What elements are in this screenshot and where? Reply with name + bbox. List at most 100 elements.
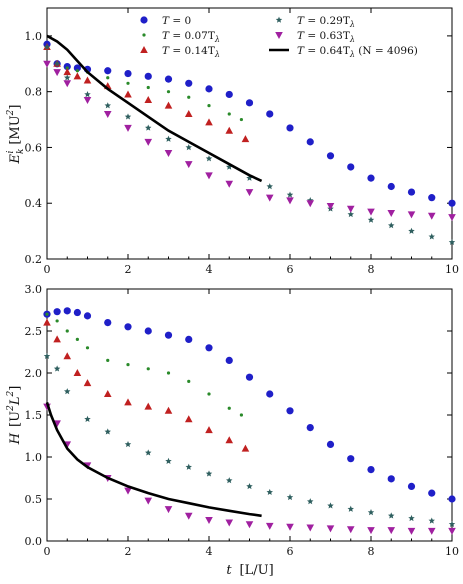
energy-data-point xyxy=(367,174,375,182)
energy-axis-ticks: 0 2 4 6 8 10 0.2 0.4 0.6 0.8 1.0 xyxy=(25,8,459,276)
helicity-data-point xyxy=(367,509,375,516)
energy-data-point xyxy=(63,80,72,88)
energy-data-point xyxy=(144,138,153,146)
helicity-data-point xyxy=(55,319,59,323)
legend-label: T = 0.63Tλ xyxy=(297,30,355,44)
energy-data-point xyxy=(126,81,130,85)
helicity-data-point xyxy=(407,527,416,535)
helicity-data-point xyxy=(165,457,172,464)
energy-data-point xyxy=(408,227,415,234)
energy-data-point xyxy=(448,214,456,222)
helicity-data-point xyxy=(75,337,79,341)
helicity-y-tick-label: 2.5 xyxy=(25,325,43,338)
legend-item-s5: T = 0.64Tλ (N = 4096) xyxy=(269,45,418,59)
helicity-data-point xyxy=(85,346,90,350)
helicity-series xyxy=(43,307,456,535)
helicity-data-point xyxy=(387,475,395,483)
energy-data-point xyxy=(367,216,375,223)
helicity-data-point xyxy=(205,426,213,434)
helicity-data-point xyxy=(63,307,71,315)
helicity-data-point xyxy=(346,526,355,534)
energy-data-point xyxy=(428,233,435,240)
energy-data-point xyxy=(75,69,79,73)
helicity-plot-area xyxy=(46,288,453,542)
helicity-x-tick-label: 10 xyxy=(445,545,459,558)
legend-item-s2: T = 0.14Tλ xyxy=(140,45,220,59)
energy-data-point xyxy=(185,79,193,87)
helicity-y-tick-label: 1.5 xyxy=(25,409,43,422)
helicity-data-point xyxy=(448,495,456,503)
energy-data-point xyxy=(65,66,69,70)
helicity-data-point xyxy=(367,527,375,535)
energy-data-point xyxy=(124,113,132,120)
energy-data-point xyxy=(367,208,375,216)
helicity-data-point xyxy=(225,519,234,527)
time-x-axis-label: t [L/U] xyxy=(226,563,273,578)
helicity-data-point xyxy=(106,358,110,362)
helicity-data-point xyxy=(408,514,415,522)
energy-panel: 0 2 4 6 8 100.20.40.60.81.0 T = 0T = 0.07TλT … xyxy=(6,7,459,276)
energy-x-tick-label: 6 xyxy=(287,263,294,276)
helicity-data-point xyxy=(146,367,150,371)
legend-item-s3: T = 0.29Tλ xyxy=(275,15,355,29)
helicity-data-point xyxy=(428,489,436,497)
energy-series-5 xyxy=(46,34,263,183)
energy-data-point xyxy=(205,118,213,126)
helicity-y-axis-label: H[U2L2] xyxy=(6,386,23,446)
helicity-x-tick-label: 0 xyxy=(44,545,51,558)
helicity-data-point xyxy=(43,318,51,326)
helicity-series-2 xyxy=(43,318,250,452)
helicity-data-point xyxy=(225,436,234,444)
energy-data-point xyxy=(428,194,436,202)
helicity-data-point xyxy=(367,466,375,474)
energy-data-point xyxy=(144,72,152,80)
helicity-data-point xyxy=(448,520,456,527)
helicity-data-point xyxy=(184,512,193,520)
helicity-data-point xyxy=(104,319,112,327)
energy-data-point xyxy=(73,72,82,80)
energy-data-point xyxy=(448,238,456,246)
energy-data-point xyxy=(226,163,233,170)
helicity-data-point xyxy=(266,488,273,496)
helicity-data-point xyxy=(166,371,171,375)
energy-data-point xyxy=(225,180,234,188)
helicity-y-tick-label: 0.5 xyxy=(25,493,43,506)
energy-data-point xyxy=(104,102,111,109)
energy-data-point xyxy=(106,76,110,80)
helicity-y-tick-label: 3.0 xyxy=(25,283,43,296)
energy-data-point xyxy=(265,194,274,202)
helicity-data-point xyxy=(104,428,111,435)
helicity-data-point xyxy=(286,493,294,501)
helicity-data-point xyxy=(205,344,213,352)
energy-data-point xyxy=(64,74,71,81)
helicity-x-tick-label: 6 xyxy=(287,545,294,558)
energy-x-tick-label: 0 xyxy=(44,263,51,276)
energy-data-point xyxy=(63,68,72,76)
helicity-series-1 xyxy=(45,312,243,417)
energy-data-point xyxy=(245,99,254,107)
helicity-data-point xyxy=(347,455,355,463)
helicity-data-point xyxy=(286,523,294,531)
energy-data-point xyxy=(387,182,395,191)
helicity-data-point xyxy=(83,312,92,320)
energy-data-point xyxy=(103,110,112,118)
helicity-curve-line xyxy=(45,402,262,518)
helicity-data-point xyxy=(387,527,396,535)
energy-x-tick-label: 4 xyxy=(206,263,213,276)
helicity-data-point xyxy=(185,335,193,343)
energy-data-point xyxy=(83,97,92,105)
energy-y-tick-label: 0.4 xyxy=(25,197,43,210)
helicity-y-tick-label: 0.0 xyxy=(25,535,43,548)
energy-data-point xyxy=(407,188,416,196)
legend-marker xyxy=(140,46,148,53)
helicity-data-point xyxy=(239,413,243,417)
helicity-data-point xyxy=(241,444,250,452)
energy-data-point xyxy=(124,69,132,78)
energy-data-point xyxy=(53,60,61,67)
energy-data-point xyxy=(165,135,172,142)
helicity-data-point xyxy=(164,331,173,339)
energy-x-tick-label: 10 xyxy=(445,263,459,276)
energy-data-point xyxy=(104,67,112,75)
legend-label: T = 0.07Tλ xyxy=(162,30,220,44)
energy-data-point xyxy=(146,85,150,90)
